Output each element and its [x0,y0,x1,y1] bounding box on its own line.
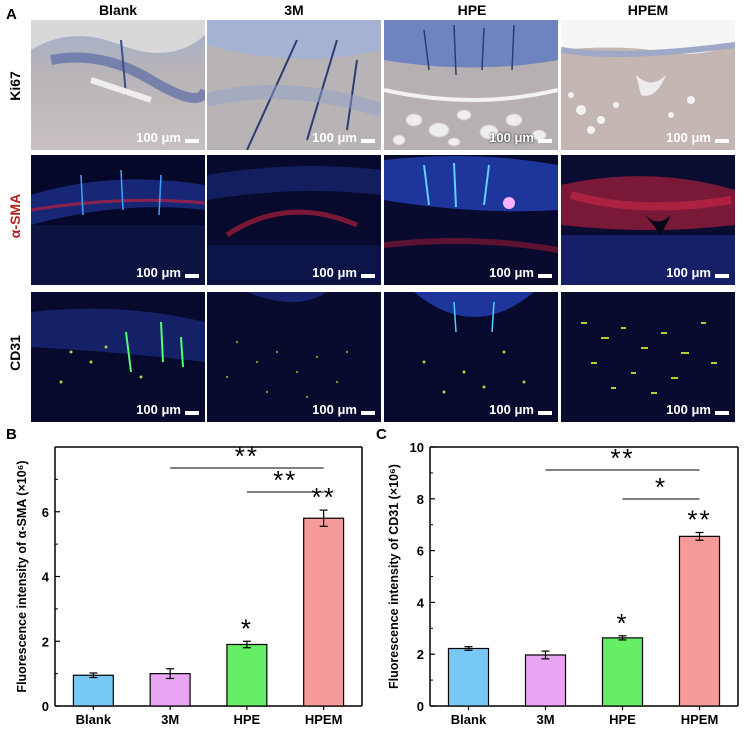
bar-hpe [601,637,644,707]
y-tick-label: 6 [417,544,424,559]
scale-bar: 100 μm [312,265,375,280]
significance-mark: ** [687,504,711,534]
x-tick-label: 3M [536,712,554,727]
y-tick-label: 0 [417,699,424,714]
asma-blank-image: 100 μm [31,155,205,285]
x-tick-label: HPEM [305,712,343,727]
column-header-3m: 3M [284,2,304,18]
asma-hpem-image: 100 μm [561,155,735,285]
asma-3m-image: 100 μm [207,155,381,285]
y-axis-label: Fluorescence intensity of α-SMA (×10⁶) [15,460,29,692]
cd31-blank-image: 100 μm [31,292,205,422]
x-tick-label: HPE [234,712,261,727]
column-header-blank: Blank [98,2,138,18]
scale-bar: 100 μm [489,265,552,280]
scale-bar: 100 μm [136,402,199,417]
chart-c: 0 2 4 6 8 10 Fluorescence intensity of CD31 (×… [372,430,748,735]
asma-hpe-image: 100 μm [384,155,558,285]
row-label-ki67: Ki67 [7,71,23,101]
panel-c-letter: C [376,426,387,443]
y-tick-label: 0 [42,699,49,714]
scale-bar: 100 μm [136,130,199,145]
y-tick-label: 2 [42,634,49,649]
scale-bar: 100 μm [489,130,552,145]
chart-b: 0 2 4 6 Fluorescence intensity of α-SMA (×10… [0,430,372,735]
scale-bar: 100 μm [666,130,729,145]
bar-blank [72,674,114,707]
row-label-alpha-sma: α-SMA [7,193,23,239]
ki67-hpe-image: 100 μm [384,20,558,150]
bar-3m [524,654,567,707]
chart-c-svg: 0 2 4 6 8 10 Fluorescence intensity of CD31 (×… [387,440,739,727]
ki67-3m-image: 100 μm [207,20,381,150]
y-tick-label: 10 [410,440,424,455]
x-tick-label: Blank [76,712,112,727]
cd31-3m-image: 100 μm [207,292,381,422]
x-tick-label: Blank [451,712,487,727]
bar-hpem [678,535,721,707]
bar-hpem [303,517,345,707]
scale-bar: 100 μm [312,130,375,145]
panel-b-letter: B [6,426,17,443]
bar-blank [447,647,490,707]
bracket-significance: * [655,472,667,502]
ki67-blank-image: 100 μm [31,20,205,150]
y-tick-label: 4 [42,570,50,585]
chart-b-svg: 0 2 4 6 Fluorescence intensity of α-SMA (×10… [15,441,363,727]
y-axis-label: Fluorescence intensity of CD31 (×10⁶) [387,464,401,689]
cd31-hpem-image: 100 μm [561,292,735,422]
column-header-hpem: HPEM [627,2,669,18]
scale-bar: 100 μm [312,402,375,417]
scale-bar: 100 μm [136,265,199,280]
bracket-significance: ** [235,441,259,471]
y-tick-label: 6 [42,505,49,520]
bracket-significance: ** [610,443,634,473]
scale-bar: 100 μm [489,402,552,417]
x-tick-label: HPEM [681,712,719,727]
ki67-hpem-image: 100 μm [561,20,735,150]
y-tick-label: 2 [417,647,424,662]
scale-bar: 100 μm [666,402,729,417]
x-tick-label: 3M [161,712,179,727]
significance-mark: * [616,608,628,638]
significance-mark: * [241,613,253,643]
significance-mark: ** [312,482,336,512]
row-label-cd31: CD31 [7,335,23,371]
cd31-hpe-image: 100 μm [384,292,558,422]
panel-a-letter: A [6,6,17,23]
y-tick-label: 4 [417,595,425,610]
scale-bar: 100 μm [666,265,729,280]
column-header-hpe: HPE [457,2,487,18]
x-tick-label: HPE [609,712,636,727]
bar-hpe [226,643,268,707]
y-tick-label: 8 [417,492,424,507]
bracket-significance: ** [273,465,297,495]
